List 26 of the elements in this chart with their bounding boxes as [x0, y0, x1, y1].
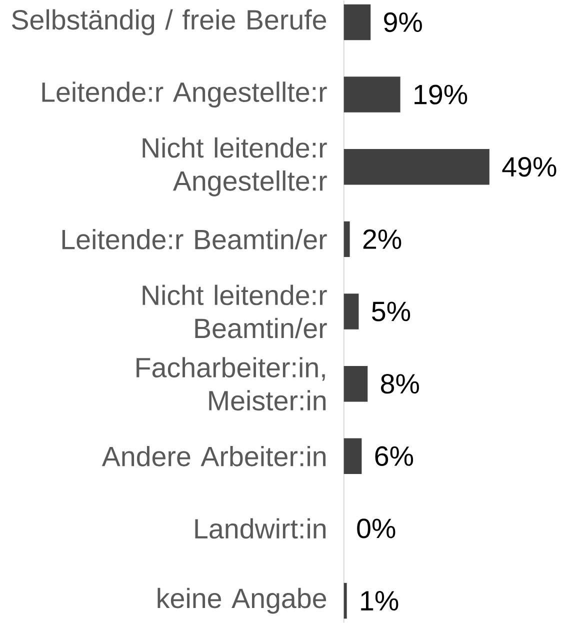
y-tick-label: Nicht leitende:r Beamtin/er: [142, 284, 327, 338]
data-label: 6%: [375, 446, 413, 466]
bar: [344, 149, 490, 185]
bar: [344, 221, 350, 258]
y-tick-label: Facharbeiter:in, Meister:in: [136, 357, 326, 411]
data-label: 9%: [384, 12, 422, 32]
y-tick-label: Selbständig / freie Berufe: [12, 9, 326, 36]
bar: [344, 76, 400, 112]
y-tick-label: Landwirt:in: [195, 518, 326, 539]
bar: [344, 366, 368, 402]
data-label: 2%: [363, 229, 402, 249]
y-tick-label: Leitende:r Beamtin/er: [62, 228, 327, 250]
data-label: 1%: [361, 591, 398, 610]
data-label: 0%: [357, 518, 396, 538]
bar: [344, 582, 347, 619]
bar: [344, 438, 362, 474]
data-label: 49%: [502, 157, 556, 177]
data-label: 5%: [372, 302, 410, 322]
y-tick-label: Andere Arbeiter:in: [102, 446, 326, 466]
data-label: 19%: [414, 84, 468, 104]
data-label: 8%: [380, 374, 419, 394]
y-tick-label: Leitende:r Angestellte:r: [42, 82, 327, 108]
bar: [344, 294, 359, 330]
bar: [344, 4, 371, 40]
y-tick-label: Nicht leitende:r Angestellte:r: [142, 137, 327, 196]
y-tick-label: keine Angabe: [158, 588, 326, 614]
